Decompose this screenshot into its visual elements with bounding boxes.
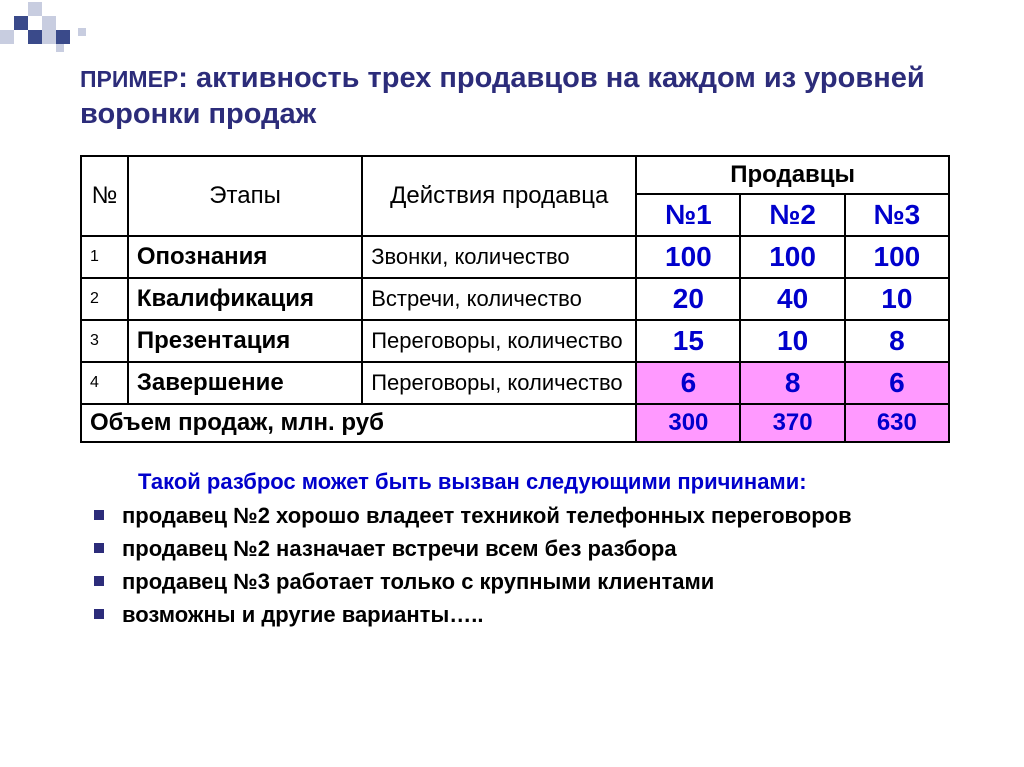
footer-val-1: 300 <box>636 404 740 442</box>
table-row: 2КвалификацияВстречи, количество204010 <box>81 278 949 320</box>
row-stage: Квалификация <box>128 278 362 320</box>
bullet-item: продавец №2 назначает встречи всем без р… <box>88 532 954 565</box>
row-num: 2 <box>81 278 128 320</box>
row-val-2: 40 <box>740 278 844 320</box>
footer-label: Объем продаж, млн. руб <box>81 404 636 442</box>
corner-decoration <box>0 0 110 56</box>
table-footer-row: Объем продаж, млн. руб300370630 <box>81 404 949 442</box>
row-val-2: 100 <box>740 236 844 278</box>
col-header-num: № <box>81 156 128 236</box>
row-val-3: 8 <box>845 320 949 362</box>
row-val-1: 6 <box>636 362 740 404</box>
col-header-seller2: №2 <box>740 194 844 236</box>
row-num: 4 <box>81 362 128 404</box>
table-row: 4ЗавершениеПереговоры, количество686 <box>81 362 949 404</box>
row-action: Встречи, количество <box>362 278 636 320</box>
funnel-table: № Этапы Действия продавца Продавцы №1 №2… <box>80 155 950 443</box>
row-val-3: 6 <box>845 362 949 404</box>
row-stage: Презентация <box>128 320 362 362</box>
bullet-item: возможны и другие варианты….. <box>88 598 954 631</box>
notes-bullets: продавец №2 хорошо владеет техникой теле… <box>88 499 954 631</box>
bullet-item: продавец №3 работает только с крупными к… <box>88 565 954 598</box>
row-val-1: 100 <box>636 236 740 278</box>
row-stage: Завершение <box>128 362 362 404</box>
col-header-stage: Этапы <box>128 156 362 236</box>
title-rest: : активность трех продавцов на каждом из… <box>80 62 925 130</box>
row-action: Звонки, количество <box>362 236 636 278</box>
row-action: Переговоры, количество <box>362 320 636 362</box>
row-stage: Опознания <box>128 236 362 278</box>
row-val-1: 15 <box>636 320 740 362</box>
row-num: 1 <box>81 236 128 278</box>
row-val-1: 20 <box>636 278 740 320</box>
bullet-item: продавец №2 хорошо владеет техникой теле… <box>88 499 954 532</box>
table-row: 1ОпознанияЗвонки, количество100100100 <box>81 236 949 278</box>
notes-section: Такой разброс может быть вызван следующи… <box>80 469 954 631</box>
row-val-3: 100 <box>845 236 949 278</box>
row-num: 3 <box>81 320 128 362</box>
row-val-2: 10 <box>740 320 844 362</box>
title-prefix: ПРИМЕР <box>80 66 178 92</box>
notes-heading: Такой разброс может быть вызван следующи… <box>138 469 954 495</box>
row-val-2: 8 <box>740 362 844 404</box>
col-header-seller3: №3 <box>845 194 949 236</box>
row-val-3: 10 <box>845 278 949 320</box>
footer-val-3: 630 <box>845 404 949 442</box>
table-row: 3ПрезентацияПереговоры, количество15108 <box>81 320 949 362</box>
col-header-action: Действия продавца <box>362 156 636 236</box>
col-header-seller1: №1 <box>636 194 740 236</box>
slide-title: ПРИМЕР: активность трех продавцов на каж… <box>80 60 954 133</box>
row-action: Переговоры, количество <box>362 362 636 404</box>
footer-val-2: 370 <box>740 404 844 442</box>
col-header-sellers: Продавцы <box>636 156 949 194</box>
